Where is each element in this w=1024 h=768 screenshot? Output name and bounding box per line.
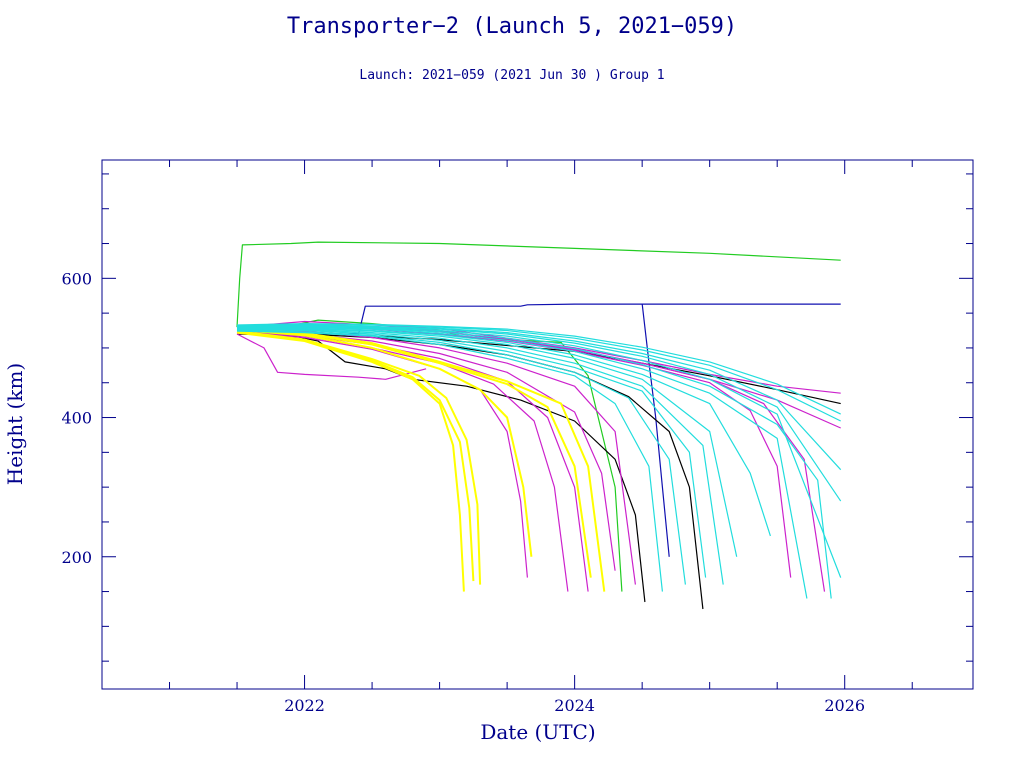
tick-layer: 2022 2024 2026 200 400 600 [61, 160, 973, 715]
x-tick-label: 2022 [284, 696, 325, 715]
series-line-cyan [237, 327, 808, 599]
series-line-cyan [237, 326, 832, 599]
plot-frame [101, 159, 974, 690]
series-line-cyan [236, 323, 841, 422]
series-line-cyan [236, 325, 842, 578]
series-line-green [236, 241, 841, 328]
series-line-cyan [236, 330, 663, 592]
series-layer [236, 241, 842, 610]
y-tick-label: 200 [61, 548, 92, 567]
series-line-cyan [236, 324, 842, 471]
series-line-magenta [236, 332, 528, 578]
series-line-cyan [236, 329, 707, 578]
series-line-cyan [236, 327, 738, 557]
series-line-yellow [236, 331, 465, 592]
series-line-black [236, 333, 646, 603]
series-line-magenta [236, 320, 841, 394]
series-line-yellow [236, 330, 482, 585]
x-tick-label: 2026 [824, 696, 865, 715]
x-axis-label: Date (UTC) [480, 720, 595, 744]
series-line-cyan [237, 327, 771, 537]
series-line-magenta [236, 333, 427, 380]
series-line-magenta [236, 331, 589, 592]
series-line-cyan [236, 328, 724, 585]
y-tick-label: 400 [61, 409, 92, 428]
y-axis-label: Height (km) [3, 363, 27, 485]
series-line-yellow [236, 328, 533, 557]
series-line-yellow [236, 327, 606, 592]
y-tick-label: 600 [61, 269, 92, 288]
series-line-cyan [236, 329, 686, 585]
chart-subtitle: Launch: 2021−059 (2021 Jun 30 ) Group 1 [359, 68, 665, 83]
chart-title: Transporter−2 (Launch 5, 2021−059) [286, 14, 738, 39]
series-line-cyan [236, 325, 842, 502]
x-tick-label: 2024 [554, 696, 595, 715]
series-line-blue [237, 303, 841, 335]
series-line-blue [641, 304, 670, 557]
series-line-magenta [236, 330, 616, 571]
series-line-cyan [236, 323, 841, 415]
